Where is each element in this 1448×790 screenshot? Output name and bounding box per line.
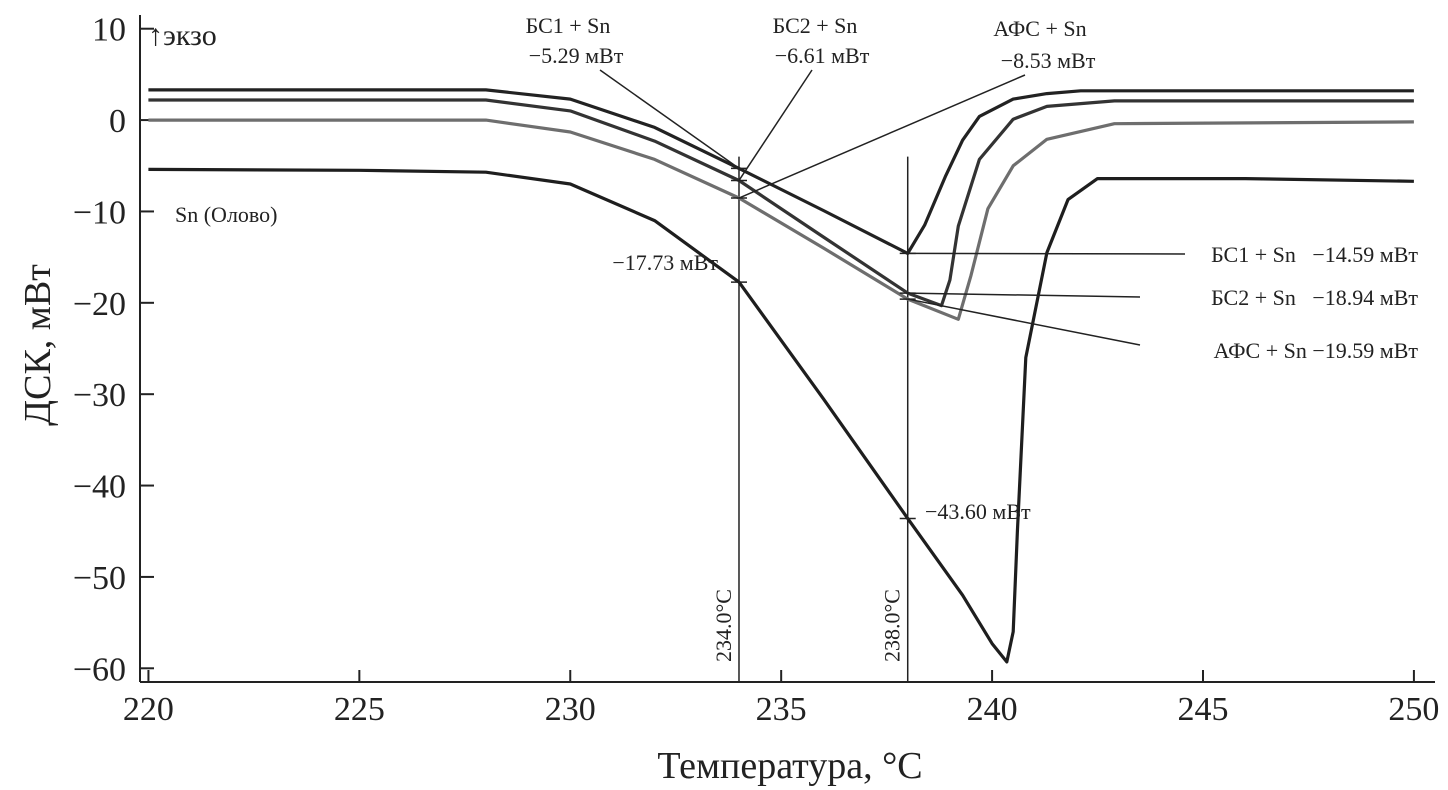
leader-line [907,298,1141,346]
vertical-marker-label: 238.0°C [880,589,905,662]
x-tick-label: 235 [756,691,807,728]
annotation-afs-234-name: АФС + Sn [993,16,1086,41]
leader-line [738,74,1026,199]
series-line [148,88,1414,255]
y-tick-label: −30 [73,377,126,414]
annotation-bc2-234-name: БС2 + Sn [773,13,858,38]
annotation-bc1-234-value: −5.29 мВт [529,43,624,68]
vertical-marker-label: 234.0°C [711,589,736,662]
annotation-afs-234-value: −8.53 мВт [1001,48,1096,73]
annotations: БС1 + Sn −5.29 мВт БС2 + Sn −6.61 мВт АФ… [17,13,1418,787]
x-tick-label: 220 [123,691,174,728]
y-tick-label: −60 [73,651,126,688]
y-tick-label: −20 [73,286,126,323]
annotation-bc1-234-name: БС1 + Sn [526,13,611,38]
x-tick-label: 240 [967,691,1018,728]
y-axis-label: ДСК, мВт [17,264,59,426]
x-axis-label: Температура, °C [657,745,922,787]
y-tick-label: −40 [73,469,126,506]
vertical-markers: 234.0°C 238.0°C [711,156,909,682]
y-tick-label: −10 [73,194,126,231]
leader-line [907,252,1186,255]
annotation-sn-234: −17.73 мВт [612,250,718,275]
axes: 220 225 230 235 240 245 250 10 0 −10 −20 −30 −40 −50 −… [73,12,1440,728]
leader-line [907,292,1141,298]
series-lines [148,88,1414,664]
series-line [148,118,1414,321]
leader-line [738,69,813,181]
y-tick-label: 10 [92,12,126,49]
series-line [148,167,1414,664]
x-tick-label: 225 [334,691,385,728]
x-tick-label: 245 [1177,691,1228,728]
annotation-sn-238: −43.60 мВт [925,499,1031,524]
y-tick-label: −50 [73,560,126,597]
y-tick-label: 0 [109,103,126,140]
annotation-bc2-238: БС2 + Sn −18.94 мВт [1211,285,1418,310]
leader-line [599,69,740,170]
exo-label: ↑экзо [148,19,217,52]
annotation-bc2-234-value: −6.61 мВт [775,43,870,68]
x-tick-label: 230 [545,691,596,728]
annotation-afs-238: АФС + Sn −19.59 мВт [1214,338,1419,363]
sn-series-label: Sn (Олово) [175,202,278,227]
annotation-bc1-238: БС1 + Sn −14.59 мВт [1211,242,1418,267]
x-tick-label: 250 [1388,691,1439,728]
series-line [148,98,1414,308]
